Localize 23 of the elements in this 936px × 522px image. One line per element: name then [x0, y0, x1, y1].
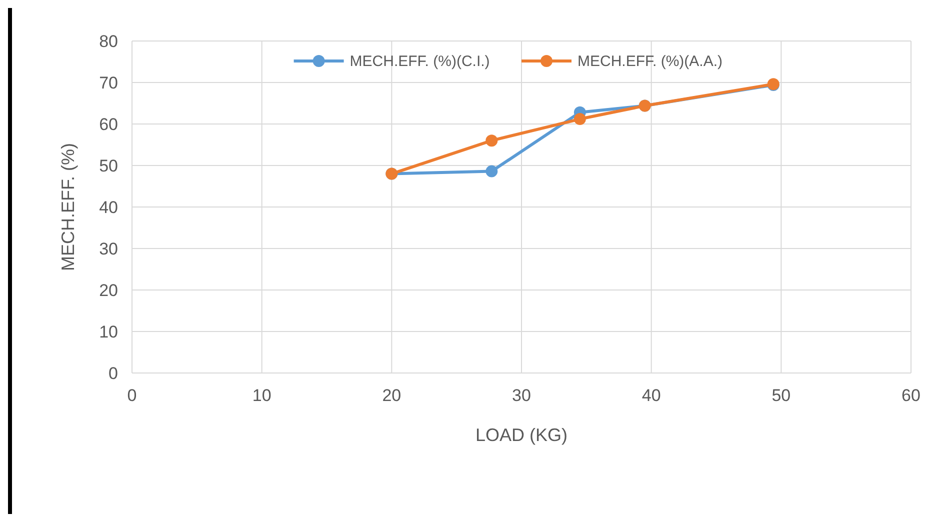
y-tick-label: 70: [99, 74, 118, 92]
point: [486, 134, 498, 147]
x-tick-label: 0: [127, 386, 137, 405]
point: [486, 165, 498, 178]
y-axis-title: MECH.EFF. (%): [58, 143, 78, 271]
y-tick-label: 60: [99, 115, 118, 134]
legend-label: MECH.EFF. (%)(C.I.): [350, 53, 490, 70]
y-tick-label: 80: [99, 32, 118, 51]
point: [574, 113, 586, 126]
y-tick-label: 40: [99, 198, 118, 217]
y-tick-label: 50: [99, 156, 118, 176]
x-tick-label: 30: [512, 386, 531, 405]
y-tick-label: 0: [108, 364, 118, 383]
legend-label: MECH.EFF. (%)(A.A.): [578, 53, 722, 70]
x-tick-label: 40: [642, 386, 661, 405]
x-tick-label: 10: [252, 386, 272, 405]
x-tick-label: 60: [902, 386, 920, 405]
x-tick-label: 50: [772, 386, 791, 405]
x-axis-title: LOAD (KG): [475, 425, 568, 445]
y-tick-label: 30: [99, 240, 118, 258]
x-tick-label: 20: [382, 386, 402, 405]
y-tick-label: 20: [99, 281, 118, 300]
y-tick-label: 10: [99, 322, 118, 342]
